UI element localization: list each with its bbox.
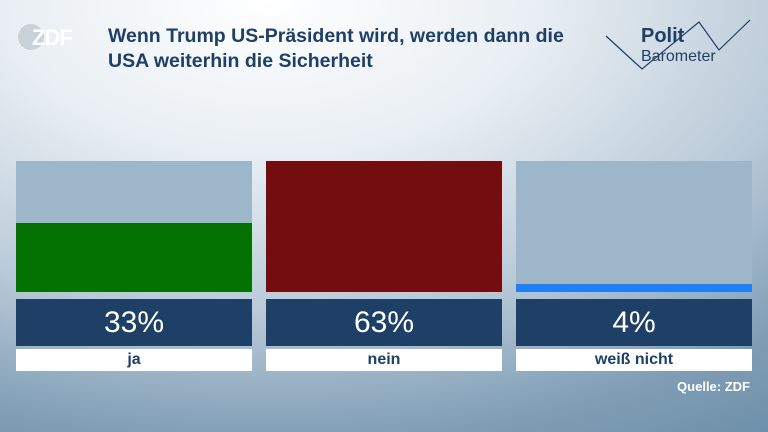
bar-column: 4% weiß nicht [516,161,752,371]
zdf-logo-text: ZDF [32,25,73,50]
source-note: Quelle: ZDF [677,379,750,394]
bar [16,223,252,292]
barometer-word: Barometer [641,48,716,65]
politbarometer-line-icon [605,19,751,70]
category-label: weiß nicht [516,349,752,371]
politbarometer-logo: Polit Barometer [604,14,754,74]
bar-column: 63% nein [266,161,502,371]
zdf-logo: ZDF [18,24,78,50]
bar-chart: 33% ja 63% nein 4% weiß nicht [16,161,752,371]
chart-title: Wenn Trump US-Präsident wird, werden dan… [108,25,564,72]
bar-value-label: 63% [266,299,502,346]
bar [516,284,752,292]
bar-column: 33% ja [16,161,252,371]
bar-track [516,161,752,292]
category-label: nein [266,349,502,371]
bar-value-label: 33% [16,299,252,346]
bar-track [16,161,252,292]
zdf-logo-circle [18,24,44,50]
bar [266,161,502,292]
polit-word: Polit [641,25,685,47]
bar-value-label: 4% [516,299,752,346]
bar-track [266,161,502,292]
category-label: ja [16,349,252,371]
